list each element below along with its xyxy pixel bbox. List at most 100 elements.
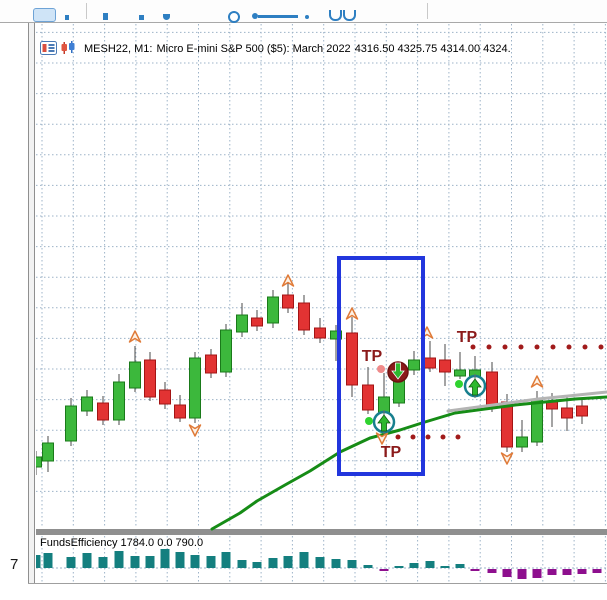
buy-signal-icon (463, 374, 487, 398)
tp-line-dot (455, 434, 461, 440)
tp-line-dot (518, 344, 524, 350)
green-signal-dot (365, 417, 373, 425)
candlestick (36, 456, 42, 468)
chart-layers: TP TP TP (36, 24, 607, 583)
candlestick (129, 361, 141, 389)
tp-line-dot (486, 344, 492, 350)
candlestick (113, 381, 125, 421)
candlestick (174, 404, 186, 419)
volume-bar (379, 569, 389, 571)
candlestick (439, 359, 451, 373)
tp-line-dot (566, 344, 572, 350)
volume-bar (43, 553, 53, 568)
candlestick (486, 371, 498, 409)
candlestick (346, 332, 358, 386)
volume-bar (160, 549, 170, 568)
up-fractal-arrow-icon (530, 375, 544, 388)
toolbar-mark-icon[interactable] (103, 13, 108, 20)
candlestick (424, 357, 436, 369)
volume-bar (532, 569, 542, 578)
symbol-description-label: Micro E-mini S&P 500 ($5): March 2022 (156, 43, 351, 55)
buy-signal-icon (372, 410, 396, 434)
chart-header: MESH22, M1: Micro E-mini S&P 500 ($5): M… (40, 40, 511, 58)
volume-bar (455, 564, 465, 568)
grid-layer (36, 24, 607, 583)
candlestick (516, 436, 528, 448)
volume-bar (283, 556, 293, 568)
toolbar-mark-icon[interactable] (139, 15, 144, 20)
candles-layer (36, 283, 588, 475)
volume-bar (145, 556, 155, 568)
tp-line-dot (598, 344, 604, 350)
indicator-label: FundsEfficiency 1784.0 0.0 790.0 (40, 537, 204, 549)
tp-line-dot (425, 434, 431, 440)
volume-bar (315, 557, 325, 568)
volume-bar (502, 569, 512, 577)
candlestick (561, 407, 573, 419)
volume-bar (394, 566, 404, 568)
toolbar-shape-icon[interactable] (343, 10, 356, 21)
volume-bar (175, 552, 185, 568)
up-fractal-arrow-icon (281, 274, 295, 287)
volume-bar (114, 551, 124, 568)
candlestick (362, 384, 374, 411)
toolbar-separator (427, 3, 428, 19)
indicator-histogram-layer (36, 549, 607, 579)
candlestick (65, 405, 77, 442)
up-fractal-arrow-icon (128, 330, 142, 343)
candlestick (81, 396, 93, 412)
candlestick (454, 369, 466, 377)
toolbar-arc-icon[interactable] (163, 14, 170, 20)
candlestick (531, 399, 543, 443)
volume-bar (487, 569, 497, 573)
tp-label: TP (381, 444, 402, 461)
volume-bar (252, 562, 262, 568)
volume-bar (299, 552, 309, 568)
volume-bar (347, 560, 357, 568)
volume-bar (221, 552, 231, 568)
toolbar-trendline-dot-icon[interactable] (252, 13, 258, 19)
page-margin-number: 7 (10, 556, 19, 573)
tp-line-dot (502, 344, 508, 350)
volume-bar (66, 557, 76, 568)
toolbar-shape-icon[interactable] (329, 10, 342, 21)
volume-bar (592, 569, 602, 573)
quotes-list-icon (40, 40, 57, 58)
top-toolbar[interactable] (0, 0, 607, 23)
up-fractal-arrow-icon (345, 307, 359, 320)
ohlc-values: 4316.50 4325.75 4314.00 4324. (354, 43, 511, 55)
candlestick (220, 329, 232, 373)
volume-bar (98, 557, 108, 568)
candlestick (97, 402, 109, 421)
annotations-layer: TP TP TP (128, 256, 604, 476)
volume-bar (577, 569, 587, 574)
volume-bar (190, 555, 200, 568)
candlestick (282, 294, 294, 309)
down-fractal-arrow-icon (500, 452, 514, 465)
toolbar-mark-icon[interactable] (65, 15, 69, 20)
candlestick (205, 354, 217, 374)
volume-bar (82, 553, 92, 568)
volume-bar (331, 559, 341, 568)
toolbar-circle-tool-icon[interactable] (228, 11, 240, 23)
annotation-rectangle[interactable] (337, 256, 425, 476)
tp-line-dot (582, 344, 588, 350)
ma-line-green (210, 395, 607, 531)
ma-line-gray (446, 390, 607, 413)
tp-line-dot (470, 344, 476, 350)
volume-bar (470, 569, 480, 571)
down-fractal-arrow-icon (375, 432, 389, 445)
volume-bar (562, 569, 572, 575)
toolbar-pressed-button-fragment-icon[interactable] (33, 8, 56, 22)
toolbar-dot-icon[interactable] (305, 15, 309, 19)
candlestick (298, 302, 310, 331)
tp-line-dot (395, 434, 401, 440)
volume-bar (425, 561, 435, 568)
window-left-border (28, 23, 35, 583)
candlestick (189, 357, 201, 419)
toolbar-trendline-icon[interactable] (258, 15, 298, 18)
candlestick (42, 442, 54, 462)
candlestick (159, 389, 171, 405)
